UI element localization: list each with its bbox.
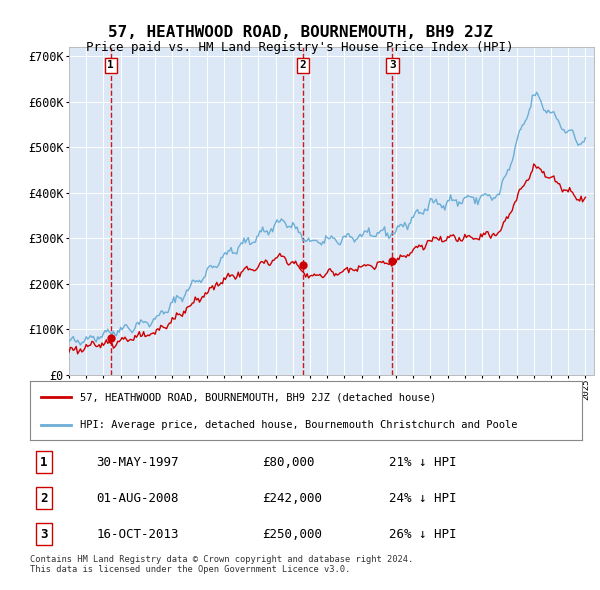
Text: 24% ↓ HPI: 24% ↓ HPI bbox=[389, 491, 457, 504]
Text: 2: 2 bbox=[299, 60, 306, 70]
Text: 3: 3 bbox=[40, 527, 47, 540]
Text: Contains HM Land Registry data © Crown copyright and database right 2024.
This d: Contains HM Land Registry data © Crown c… bbox=[30, 555, 413, 574]
Text: £242,000: £242,000 bbox=[262, 491, 322, 504]
Text: 30-MAY-1997: 30-MAY-1997 bbox=[96, 455, 179, 468]
Text: 3: 3 bbox=[389, 60, 396, 70]
Text: Price paid vs. HM Land Registry's House Price Index (HPI): Price paid vs. HM Land Registry's House … bbox=[86, 41, 514, 54]
Text: £80,000: £80,000 bbox=[262, 455, 314, 468]
Text: 57, HEATHWOOD ROAD, BOURNEMOUTH, BH9 2JZ: 57, HEATHWOOD ROAD, BOURNEMOUTH, BH9 2JZ bbox=[107, 25, 493, 40]
Text: 01-AUG-2008: 01-AUG-2008 bbox=[96, 491, 179, 504]
Text: 1: 1 bbox=[107, 60, 114, 70]
Text: 21% ↓ HPI: 21% ↓ HPI bbox=[389, 455, 457, 468]
Text: 1: 1 bbox=[40, 455, 47, 468]
Text: 16-OCT-2013: 16-OCT-2013 bbox=[96, 527, 179, 540]
Text: HPI: Average price, detached house, Bournemouth Christchurch and Poole: HPI: Average price, detached house, Bour… bbox=[80, 420, 517, 430]
Text: 26% ↓ HPI: 26% ↓ HPI bbox=[389, 527, 457, 540]
Text: 2: 2 bbox=[40, 491, 47, 504]
Text: 57, HEATHWOOD ROAD, BOURNEMOUTH, BH9 2JZ (detached house): 57, HEATHWOOD ROAD, BOURNEMOUTH, BH9 2JZ… bbox=[80, 392, 436, 402]
Text: £250,000: £250,000 bbox=[262, 527, 322, 540]
